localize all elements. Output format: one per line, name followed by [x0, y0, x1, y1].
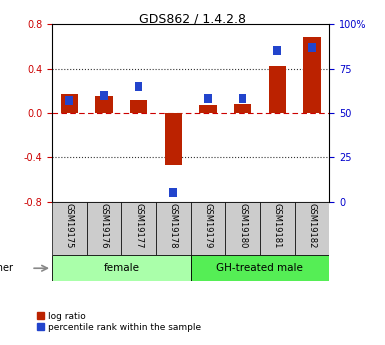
Bar: [260, 202, 295, 255]
Bar: [121, 202, 156, 255]
Text: GSM19175: GSM19175: [65, 204, 74, 249]
Bar: [130, 100, 147, 113]
Bar: [204, 94, 212, 103]
Text: GSM19181: GSM19181: [273, 204, 282, 249]
Bar: [52, 202, 87, 255]
Text: GSM19179: GSM19179: [203, 204, 213, 249]
Bar: [191, 255, 329, 281]
Bar: [239, 94, 246, 103]
Text: female: female: [103, 263, 139, 273]
Text: GSM19176: GSM19176: [99, 204, 109, 249]
Text: GDS862 / 1.4.2.8: GDS862 / 1.4.2.8: [139, 12, 246, 25]
Text: GSM19182: GSM19182: [307, 204, 316, 249]
Bar: [303, 38, 320, 113]
Legend: log ratio, percentile rank within the sample: log ratio, percentile rank within the sa…: [37, 312, 201, 332]
Bar: [295, 202, 329, 255]
Text: GSM19180: GSM19180: [238, 204, 247, 249]
Bar: [95, 96, 112, 113]
Text: other: other: [0, 263, 13, 273]
Bar: [199, 105, 216, 113]
Bar: [225, 202, 260, 255]
Bar: [87, 202, 121, 255]
Text: GSM19177: GSM19177: [134, 204, 143, 249]
Bar: [268, 66, 286, 113]
Bar: [52, 255, 191, 281]
Bar: [191, 202, 225, 255]
Bar: [156, 202, 191, 255]
Text: GSM19178: GSM19178: [169, 204, 178, 249]
Bar: [308, 43, 316, 52]
Bar: [273, 46, 281, 55]
Bar: [61, 94, 78, 113]
Bar: [169, 188, 177, 197]
Bar: [164, 113, 182, 165]
Text: GH-treated male: GH-treated male: [216, 263, 303, 273]
Bar: [135, 82, 142, 91]
Bar: [100, 91, 108, 100]
Bar: [65, 96, 73, 105]
Bar: [234, 104, 251, 113]
